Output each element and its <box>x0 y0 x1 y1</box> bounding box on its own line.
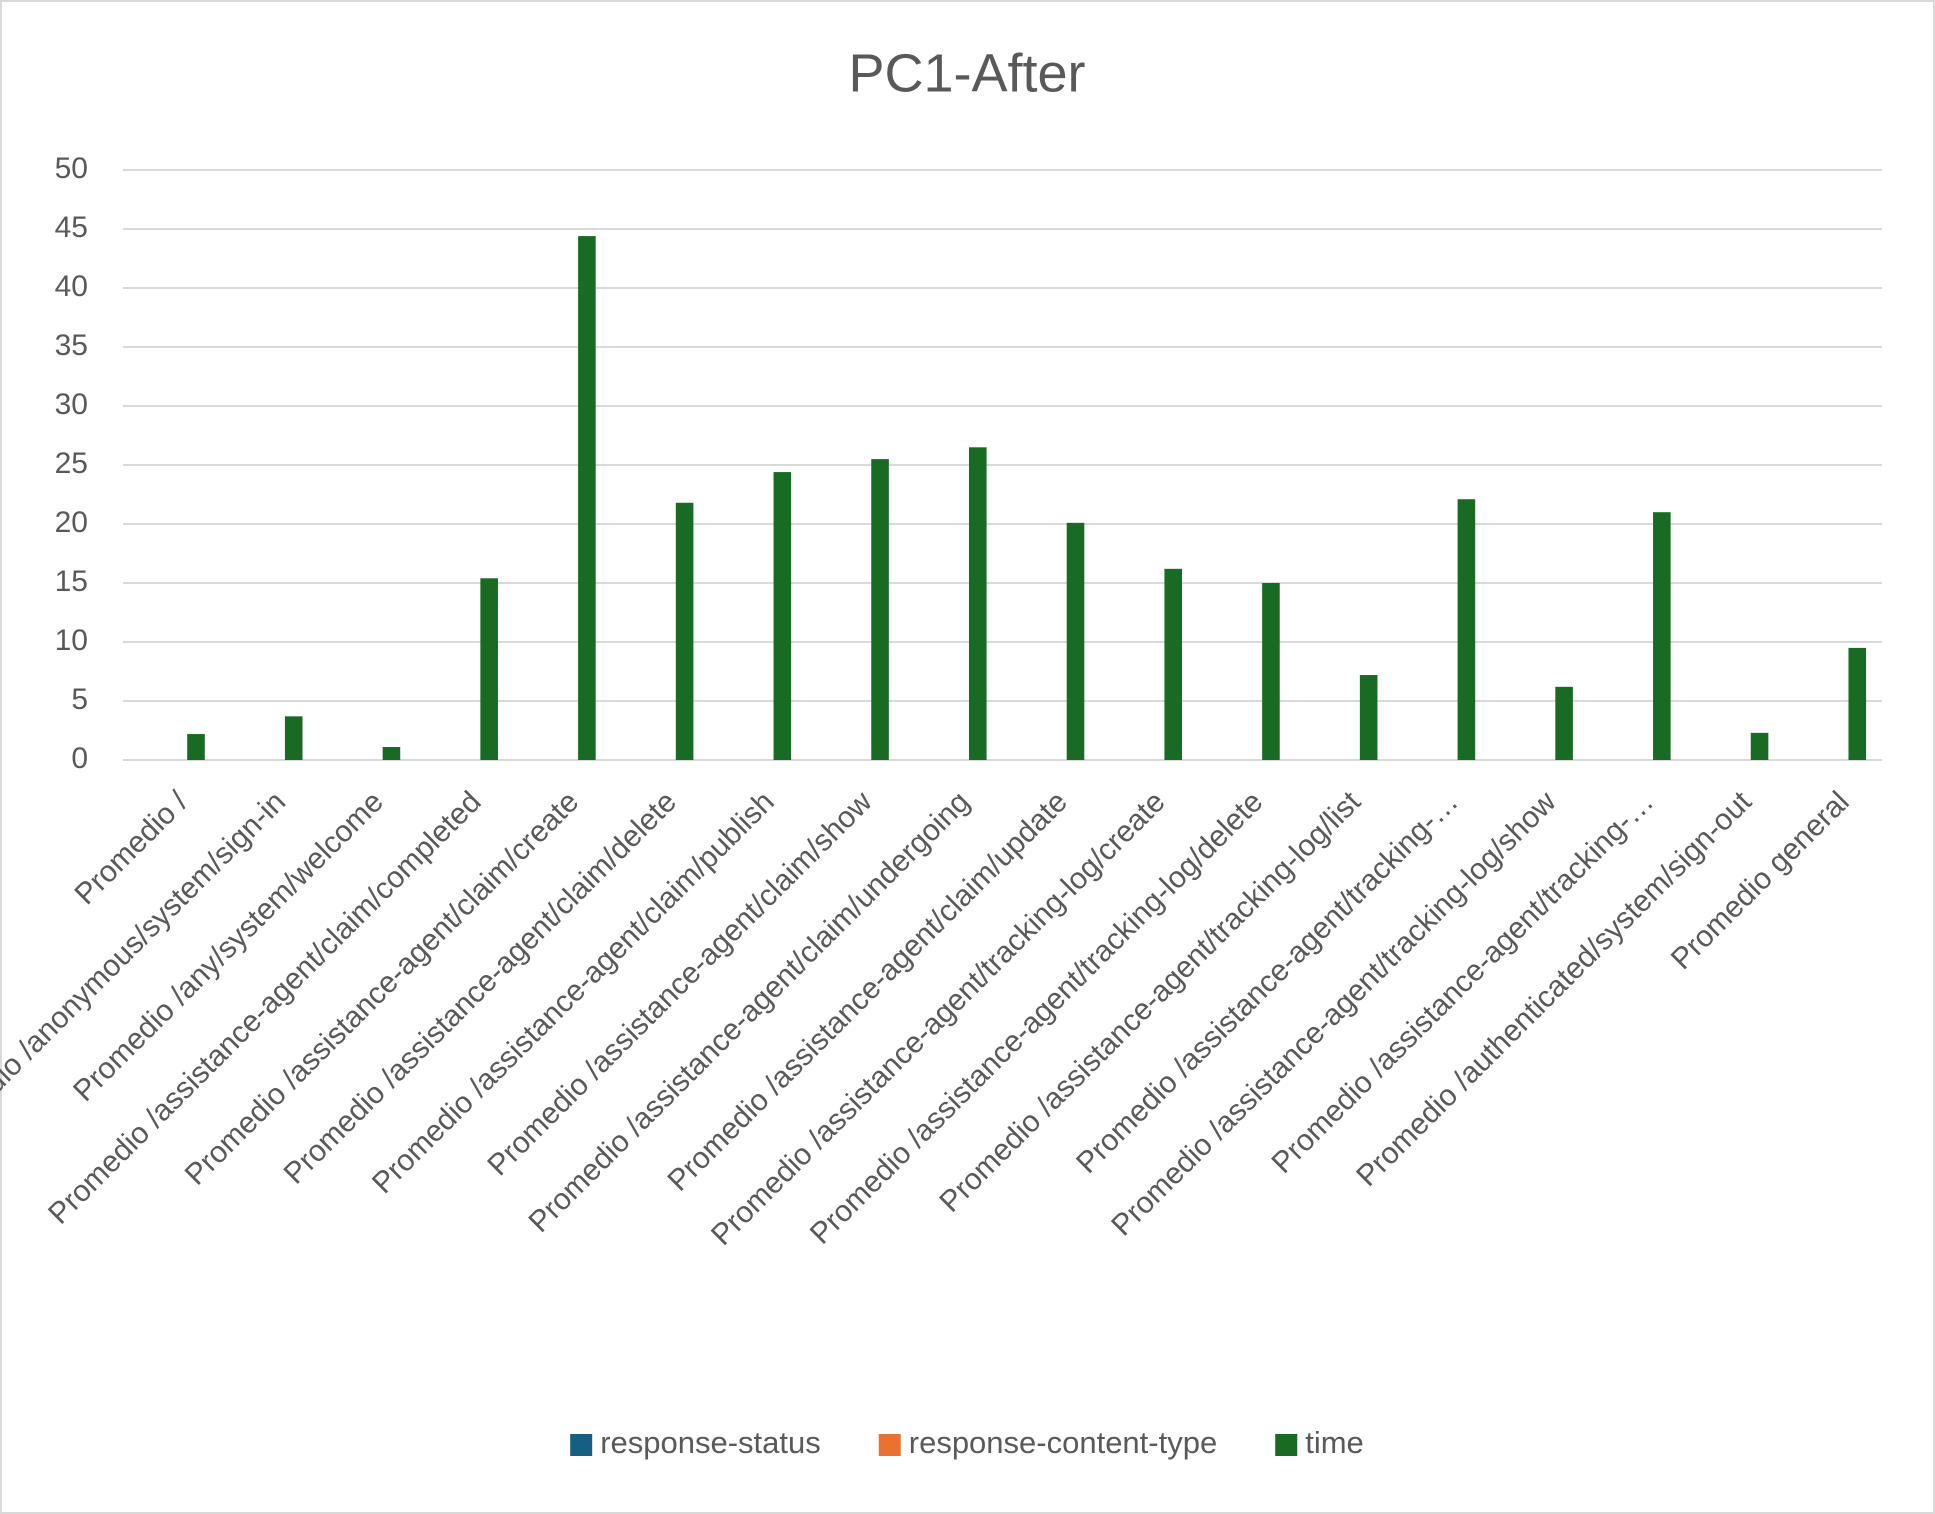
legend-label: response-content-type <box>909 1425 1217 1460</box>
bar <box>1066 522 1085 760</box>
y-tick-label: 15 <box>55 565 88 598</box>
bar <box>480 578 498 760</box>
y-tick-label: 35 <box>55 329 88 362</box>
bar <box>773 472 792 760</box>
bar <box>1653 512 1671 760</box>
chart-title: PC1-After <box>848 43 1085 103</box>
bar <box>968 447 987 760</box>
bar <box>284 716 303 760</box>
bar <box>187 734 205 760</box>
y-tick-label: 5 <box>71 683 88 716</box>
bar <box>1164 568 1183 760</box>
bar <box>871 459 889 760</box>
bar <box>1457 499 1476 760</box>
legend-swatch <box>1275 1434 1298 1456</box>
legend-swatch <box>878 1434 901 1456</box>
legend-swatch <box>570 1434 593 1456</box>
bar <box>1848 647 1867 760</box>
bar <box>578 236 596 760</box>
legend-label: response-status <box>600 1425 821 1460</box>
bar <box>1359 675 1378 760</box>
y-tick-label: 30 <box>55 388 88 421</box>
y-tick-label: 25 <box>55 447 88 480</box>
legend-label: time <box>1305 1425 1364 1460</box>
y-tick-label: 40 <box>55 270 88 303</box>
bar <box>1555 686 1573 760</box>
bar <box>675 502 694 760</box>
bar <box>382 747 401 760</box>
y-tick-label: 10 <box>55 624 88 657</box>
bar <box>1262 583 1280 760</box>
bar <box>1750 732 1769 760</box>
y-tick-label: 20 <box>55 506 88 539</box>
y-tick-label: 45 <box>55 211 88 244</box>
y-tick-label: 0 <box>71 742 88 775</box>
y-tick-label: 50 <box>55 152 88 185</box>
